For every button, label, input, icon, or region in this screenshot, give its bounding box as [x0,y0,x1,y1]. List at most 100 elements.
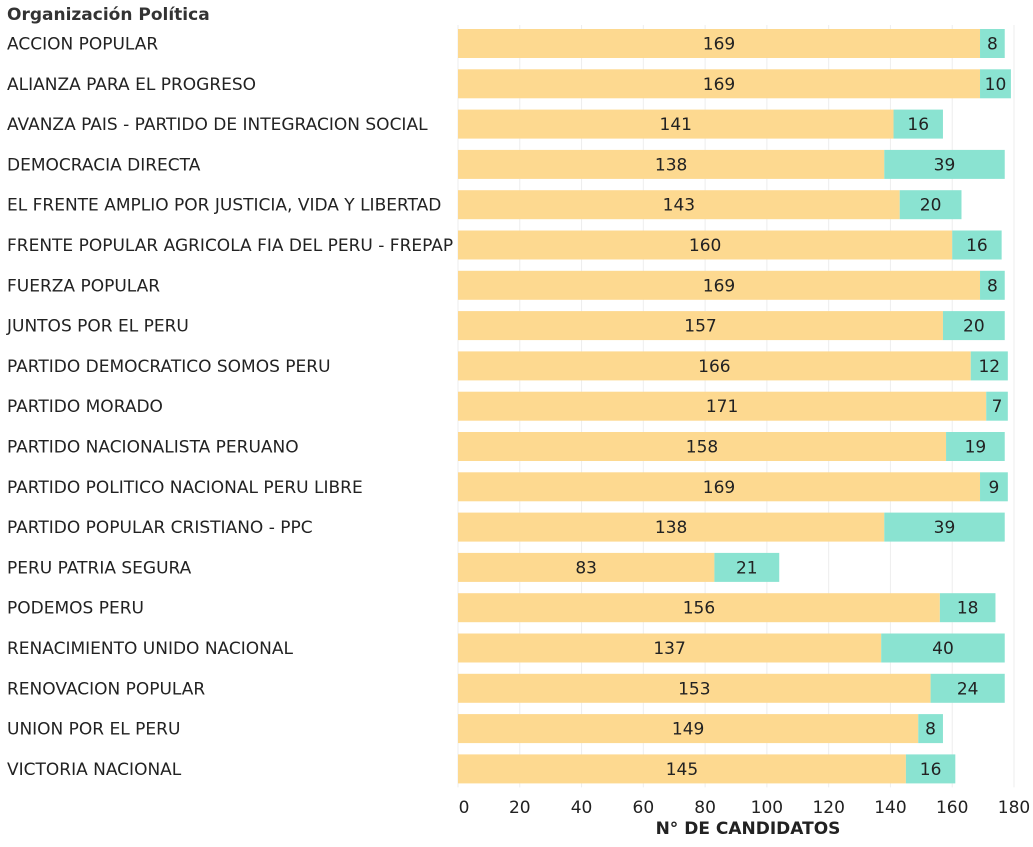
bar-value-label: 153 [678,679,710,699]
x-tick-label: 40 [571,798,593,818]
x-axis-title: N° DE CANDIDATOS [656,819,841,839]
bar-segment [458,432,947,461]
category-label: RENOVACION POPULAR [7,679,205,699]
bar-segment [458,512,885,542]
bar-segment [905,754,956,784]
bar-segment [930,673,1005,703]
category-label: RENACIMIENTO UNIDO NACIONAL [7,639,293,659]
y-axis-title: Organización Política [7,5,210,25]
bar-segment [942,311,1005,341]
bar-segment [458,149,885,179]
bar-segment [946,432,1005,461]
bar-value-label: 21 [736,558,758,578]
bar-segment [458,270,981,300]
bar-value-label: 16 [920,760,942,780]
bar-segment [458,673,931,703]
x-tick-label: 180 [998,798,1030,818]
bar-value-label: 137 [653,639,685,659]
bar-segment [458,69,981,99]
bar-value-label: 19 [965,438,987,458]
bar-value-label: 8 [987,276,998,296]
bar-segment [918,714,943,744]
x-tick-label: 160 [936,798,968,818]
bar-value-label: 156 [683,599,715,619]
x-tick-label: 140 [874,798,906,818]
bar-segment [458,230,953,260]
bar-value-label: 169 [703,75,735,95]
x-axis: 0 20 40 60 80 100 120 140 160 180 [459,798,1031,818]
bar-value-label: 40 [932,639,954,659]
category-label: UNION POR EL PERU [7,720,180,740]
bar-value-label: 138 [655,155,687,175]
bar-segment [899,190,962,220]
bar-value-label: 169 [703,276,735,296]
bar-segment [980,29,1005,58]
bar-value-label: 138 [655,518,687,538]
bar-segment [458,754,906,784]
category-label: PARTIDO POLITICO NACIONAL PERU LIBRE [7,478,363,498]
bar-value-label: 24 [957,679,979,699]
category-label: ACCION POPULAR [7,35,158,55]
bar-segment [980,270,1005,300]
category-label: PARTIDO POPULAR CRISTIANO - PPC [7,518,313,538]
category-label: PARTIDO MORADO [7,397,163,417]
category-label: PARTIDO NACIONALISTA PERUANO [7,438,299,458]
category-label: FUERZA POPULAR [7,276,160,296]
bar-segment [458,633,882,663]
category-label: ALIANZA PARA EL PROGRESO [7,75,256,95]
bar-value-label: 160 [689,236,721,256]
bar-segment [458,29,981,58]
bar-value-label: 169 [703,35,735,55]
bar-value-label: 18 [957,599,979,619]
x-tick-label: 100 [751,798,783,818]
bar-segment [458,109,894,139]
bar-value-label: 169 [703,478,735,498]
category-label: DEMOCRACIA DIRECTA [7,155,201,175]
x-tick-label: 0 [459,798,470,818]
bar-value-label: 149 [672,720,704,740]
bar-segment [980,472,1008,502]
bar-value-label: 8 [925,720,936,740]
bar-value-label: 39 [934,155,956,175]
bar-segment [986,391,1008,421]
bar-value-label: 10 [985,75,1007,95]
bar-value-label: 12 [978,357,1000,377]
bar-value-label: 166 [698,357,730,377]
bar-segment [458,714,919,744]
bar-segment [458,311,943,341]
category-label: PERU PATRIA SEGURA [7,558,192,578]
bar-value-label: 20 [920,196,942,216]
category-label: AVANZA PAIS - PARTIDO DE INTEGRACION SOC… [7,115,428,135]
bar-value-label: 16 [966,236,988,256]
bar-value-label: 16 [907,115,929,135]
bar-segment [952,230,1002,260]
bar-segment [884,149,1005,179]
bar-value-label: 39 [934,518,956,538]
bar-segment [893,109,943,139]
x-tick-label: 20 [509,798,531,818]
bar-value-label: 171 [706,397,738,417]
bar-segment [939,593,996,623]
x-tick-label: 120 [812,798,844,818]
category-label: PODEMOS PERU [7,599,144,619]
bar-segment [458,391,987,421]
x-tick-label: 60 [633,798,655,818]
bar-segment [458,472,981,502]
category-label: PARTIDO DEMOCRATICO SOMOS PERU [7,357,331,377]
bar-segment [458,552,715,582]
category-label: VICTORIA NACIONAL [7,760,182,780]
bar-segment [881,633,1005,663]
bar-value-label: 158 [686,438,718,458]
category-label: EL FRENTE AMPLIO POR JUSTICIA, VIDA Y LI… [7,196,441,216]
bar-segment [970,351,1008,381]
bar-segment [714,552,780,582]
bar-segment [458,351,971,381]
x-tick-label: 80 [694,798,716,818]
bar-value-label: 143 [663,196,695,216]
bar-segment [980,69,1011,99]
bar-value-label: 157 [684,317,716,337]
bar-value-label: 7 [992,397,1003,417]
bar-segment [458,593,940,623]
